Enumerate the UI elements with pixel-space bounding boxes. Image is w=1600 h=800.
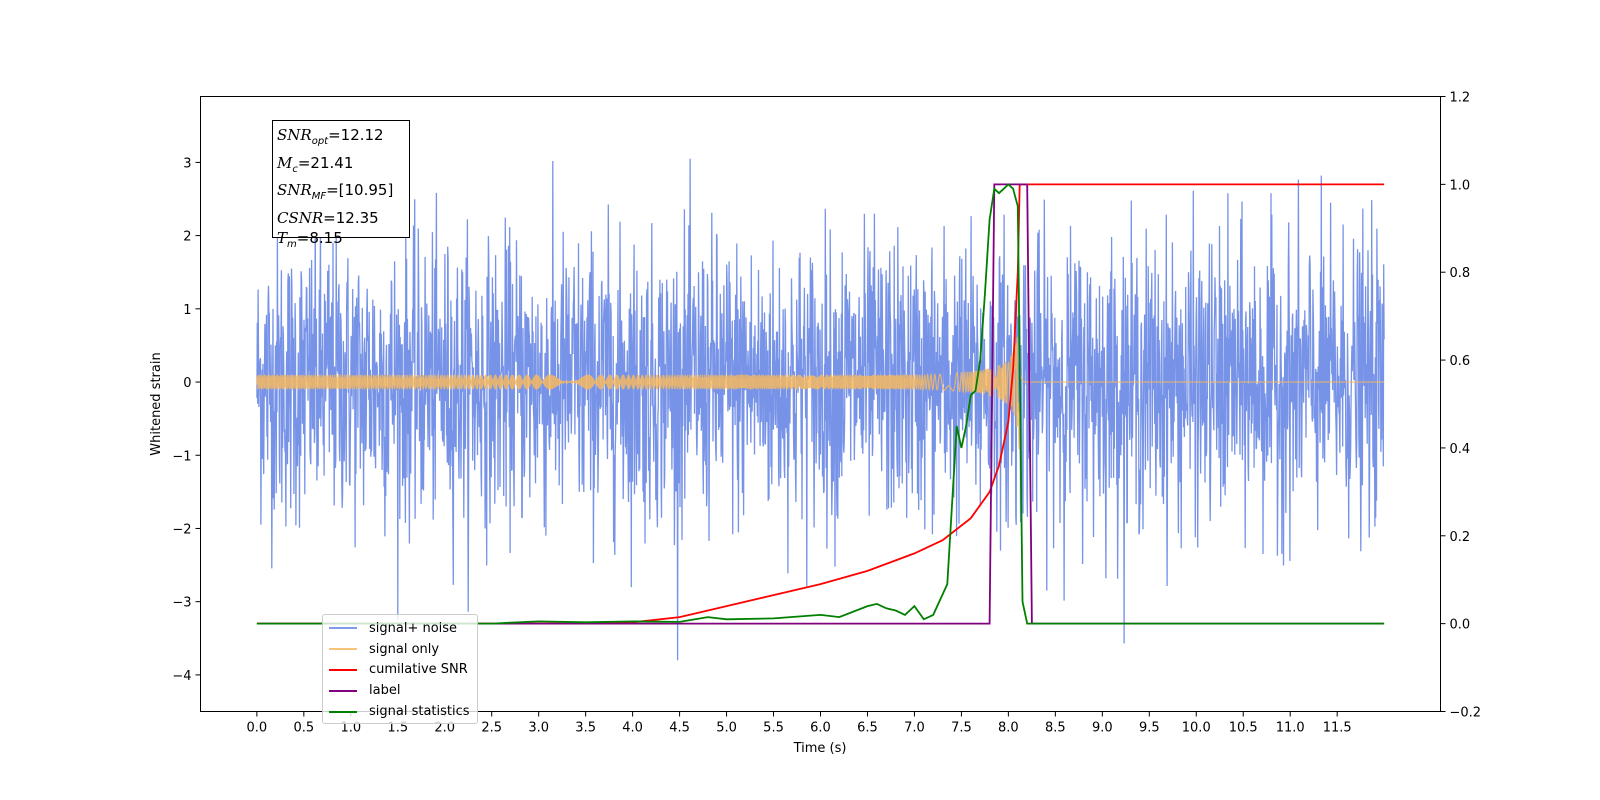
y-tick-label-right: 0.6 (1450, 354, 1471, 369)
stats-value: =12.35 (323, 208, 379, 227)
stats-line: CSNR=12.35 (277, 208, 409, 229)
legend-entry: label (327, 680, 477, 701)
legend-entry: signal+ noise (327, 618, 477, 639)
x-tick-label: 10.5 (1229, 721, 1258, 736)
y-axis-left: 3 2 1 0 −1 −2 −3 −4 (172, 156, 201, 684)
stats-line: Tm=8.15 (277, 228, 409, 256)
stats-subscript: c (292, 163, 298, 175)
legend-swatch (329, 627, 357, 630)
legend-entry: signal statistics (327, 701, 477, 722)
stats-subscript: MF (311, 191, 327, 203)
stats-symbol: T (277, 229, 288, 248)
legend-label: signal only (369, 641, 440, 657)
x-tick-label: 8.0 (998, 721, 1019, 736)
x-tick-label: 3.5 (575, 721, 596, 736)
y-tick-label-right: 0.8 (1450, 266, 1471, 281)
stats-symbol: SNR (277, 181, 312, 200)
legend-entry: cumilative SNR (327, 660, 477, 681)
stats-symbol: M (277, 153, 293, 172)
y-tick-label-right: 0.2 (1450, 530, 1471, 545)
legend-swatch (329, 648, 357, 651)
stats-subscript: opt (311, 136, 329, 147)
y-tick-label-left: 0 (183, 376, 191, 391)
x-tick-label: 8.5 (1045, 721, 1066, 736)
legend-label: signal statistics (369, 704, 470, 720)
x-axis: 0.0 0.5 1.0 1.5 2.0 2.5 3.0 3.5 4.0 4.5 5.0 5.5 6.0 6… (247, 711, 1352, 736)
x-tick-label: 9.0 (1092, 721, 1113, 736)
y-tick-label-right: 1.0 (1450, 178, 1471, 193)
plot-area (256, 158, 1385, 661)
legend-entry: signal only (327, 639, 477, 660)
x-tick-label: 0.5 (293, 721, 314, 736)
x-tick-label: 6.0 (810, 721, 831, 736)
y-tick-label-right: −0.2 (1450, 706, 1482, 721)
x-tick-label: 2.5 (481, 721, 502, 736)
legend-label: signal+ noise (369, 620, 458, 636)
x-tick-label: 11.5 (1323, 721, 1352, 736)
x-tick-label: 7.5 (951, 721, 972, 736)
legend-swatch (329, 689, 357, 692)
x-tick-label: 4.0 (622, 721, 643, 736)
y-tick-label-right: 0.0 (1450, 618, 1471, 633)
y-tick-label-left: 3 (183, 156, 191, 171)
y-tick-label-left: −2 (172, 522, 191, 537)
x-tick-label: 3.0 (528, 721, 549, 736)
y-tick-label-left: −3 (172, 596, 191, 611)
y-tick-label-left: 2 (183, 230, 191, 245)
stats-line: Mc=21.41 (277, 153, 409, 181)
series-signal-only (256, 337, 1385, 450)
x-tick-label: 4.5 (669, 721, 690, 736)
series-cumulative-snr (256, 183, 1385, 625)
stats-box: SNRopt=12.12 Mc=21.41 SNRMF=[10.95] CSNR=12… (272, 120, 410, 250)
x-tick-label: 1.0 (340, 721, 361, 736)
y-axis-label: Whitened strain (149, 352, 164, 455)
stats-line: SNRopt=12.12 (277, 125, 409, 153)
stats-symbol: SNR (277, 126, 312, 144)
legend-label: label (369, 683, 401, 699)
x-tick-label: 9.5 (1139, 721, 1160, 736)
legend-label: cumilative SNR (369, 662, 468, 678)
stats-value: =21.41 (297, 153, 354, 172)
x-axis-label: Time (s) (793, 741, 847, 756)
y-tick-label-right: 0.4 (1450, 442, 1471, 457)
x-tick-label: 0.0 (247, 721, 268, 736)
series-signal-statistics (256, 183, 1385, 625)
stats-subscript: m (287, 239, 297, 251)
stats-symbol: CSNR (277, 208, 324, 227)
x-tick-label: 5.0 (716, 721, 737, 736)
y-tick-label-left: 1 (183, 303, 191, 318)
x-tick-label: 11.0 (1276, 721, 1305, 736)
legend: signal+ noise signal only cumilative SNR la… (322, 614, 478, 724)
legend-swatch (329, 668, 357, 671)
y-tick-label-left: −4 (172, 669, 191, 684)
x-tick-label: 6.5 (857, 721, 878, 736)
x-tick-label: 5.5 (763, 721, 784, 736)
y-tick-label-right: 1.2 (1450, 91, 1471, 106)
x-tick-label: 2.0 (434, 721, 455, 736)
stats-value: =12.12 (328, 126, 384, 144)
stats-value: =[10.95] (326, 181, 394, 200)
legend-swatch (329, 710, 357, 713)
x-tick-label: 10.0 (1182, 721, 1211, 736)
y-axis-right: 1.2 1.0 0.8 0.6 0.4 0.2 0.0 −0.2 (1440, 91, 1482, 721)
stats-value: =8.15 (296, 229, 343, 248)
series-signal-noise (256, 158, 1385, 661)
x-tick-label: 1.5 (387, 721, 408, 736)
x-tick-label: 7.0 (904, 721, 925, 736)
stats-line: SNRMF=[10.95] (277, 180, 409, 208)
y-tick-label-left: −1 (172, 449, 191, 464)
